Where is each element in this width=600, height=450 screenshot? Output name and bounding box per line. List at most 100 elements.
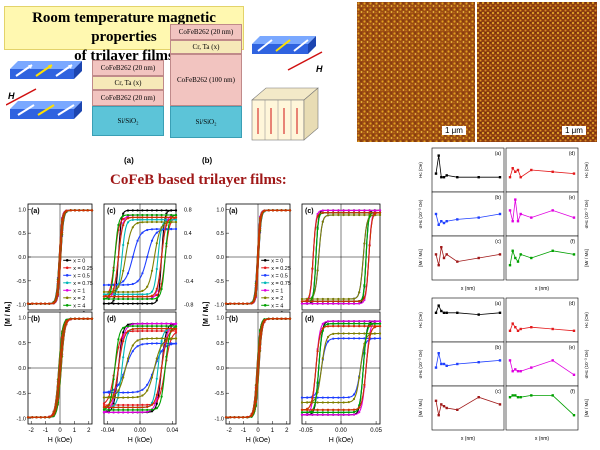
loop-marker [373,322,376,325]
loop-marker [160,218,163,221]
loop-marker [48,415,51,418]
small-panel-label: (e) [569,345,575,351]
loop-marker [280,209,283,212]
loop-marker [136,339,139,342]
small-series-marker [477,361,480,364]
loop-marker [378,322,382,325]
small-xlabel: x (nm) [461,286,476,292]
loop-marker [363,383,366,386]
loop-marker [107,395,110,399]
small-xlabel: x (nm) [535,436,550,442]
loop-marker [321,413,324,416]
loop-marker [326,401,330,404]
loop-marker [363,325,366,328]
loop-marker [146,342,149,345]
loop-marker [160,344,163,347]
x-tick-label: 0 [256,428,260,434]
loop-marker [117,302,120,305]
loop-marker [155,402,158,405]
small-series-marker [516,370,520,373]
small-panel-frame [505,297,579,343]
loop-marker [267,209,270,212]
loop-marker [117,223,120,227]
small-panel-frame [431,147,505,193]
legend-entry: x = 1 [73,288,85,294]
loop-marker [150,403,154,406]
loop-marker [373,332,376,335]
loop-marker [126,293,130,296]
loop-marker [117,403,120,407]
small-series-marker [516,260,520,263]
loop-marker [378,337,382,340]
loop-marker [122,297,125,301]
loop-marker [102,293,106,296]
loop-marker [363,322,366,325]
loop-marker [126,272,130,275]
loop-marker [316,300,319,303]
small-bottom-right-2: (f) [505,385,579,431]
loop-branch-7 [226,209,290,305]
small-series-marker [514,368,517,371]
loop-marker [155,407,158,410]
loop-marker [276,317,279,320]
loop-marker [146,403,149,406]
loop-marker [136,239,139,242]
loop-marker [155,216,158,219]
loop-marker [378,213,382,217]
loop-marker [126,411,130,414]
loop-marker [155,393,158,396]
loop-marker [271,317,274,320]
loop-marker [321,211,324,214]
loop-marker [311,413,314,416]
loop-marker [306,411,309,414]
loop-marker [150,325,154,328]
loop-marker [165,209,168,212]
loop-marker [150,337,154,340]
loop-marker [146,337,149,340]
loop-marker [352,300,356,303]
loop-marker [306,401,309,404]
loop-marker [141,213,144,217]
loop-marker [321,297,324,301]
x-tick-label: -0.04 [101,428,115,434]
small-panel-frame [505,235,579,281]
loop-marker [358,211,361,214]
loop-marker [363,352,366,355]
loop-marker [160,322,163,325]
loop-marker [378,209,382,212]
layer-stack-b: CoFeB262 (20 nm) Cr, Ta (x) CoFeB262 (10… [170,24,242,138]
small-series-marker [516,168,520,172]
loop-marker [150,376,154,379]
loop-marker [170,337,173,340]
loop-marker [170,216,173,219]
loop-marker [358,325,361,328]
y-tick-label: 0.0 [216,255,224,261]
loop-marker [306,299,309,302]
loop-marker [368,325,371,328]
y-tick-label: 1.0 [18,207,26,213]
small-series-marker [519,176,522,179]
x-tick-label: -2 [29,428,35,434]
y-tick-label: 1.0 [18,316,26,322]
loop-marker [112,404,115,407]
legend-marker [65,266,69,270]
loop-marker [122,290,125,294]
loop-marker [332,408,335,411]
loop-marker [69,317,72,321]
y-tick-label: 0.5 [18,231,26,237]
loop-marker [347,396,350,399]
loop-marker [321,357,324,360]
small-top-left-0: (a) [431,147,505,193]
loop-marker [165,327,168,330]
small-series-marker [508,396,512,399]
x-tick-label: -1 [241,428,247,434]
loop-marker [342,213,345,217]
svg-text:H: H [8,91,15,101]
loop-marker [363,332,366,335]
small-series-marker [551,327,554,331]
loop-marker [78,209,81,212]
loop-marker [326,300,330,303]
loop-marker [337,211,340,214]
loop-marker [155,220,158,224]
loop-marker [170,227,173,231]
